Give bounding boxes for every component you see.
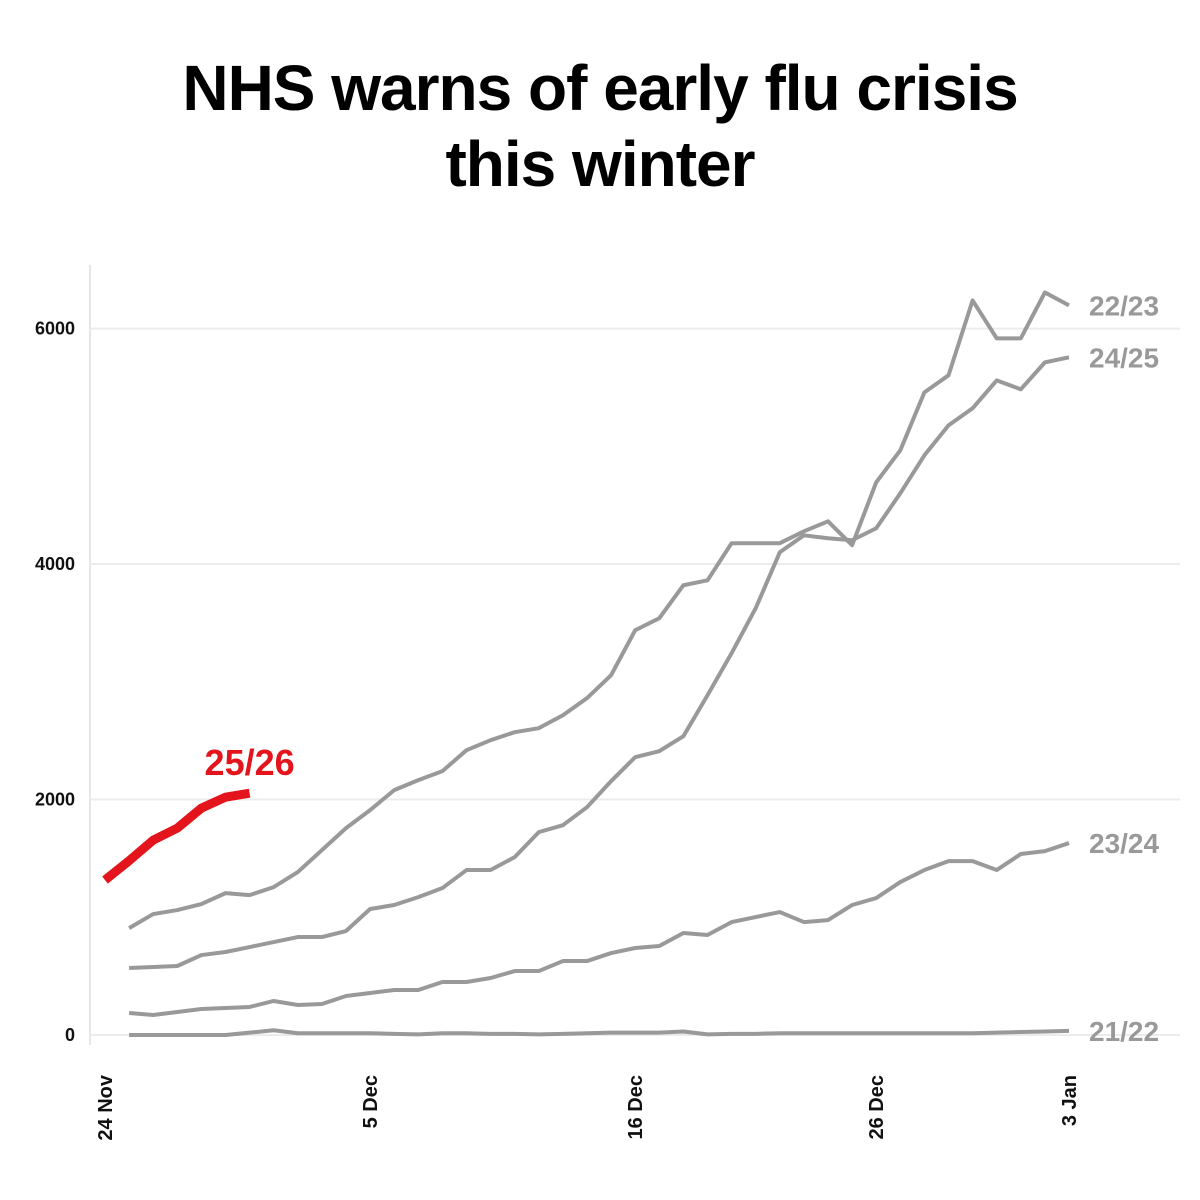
series-label: 23/24 bbox=[1089, 828, 1159, 859]
x-tick-label: 3 Jan bbox=[1059, 1075, 1081, 1126]
x-tick-label: 16 Dec bbox=[625, 1075, 647, 1140]
series-label: 24/25 bbox=[1089, 342, 1159, 373]
series-line bbox=[128, 290, 1070, 930]
chart-title: NHS warns of early flu crisis this winte… bbox=[182, 52, 1018, 200]
series-line bbox=[129, 1028, 1070, 1037]
x-tick-label: 5 Dec bbox=[360, 1075, 382, 1128]
y-tick-label: 4000 bbox=[35, 554, 75, 574]
series-line bbox=[102, 788, 251, 884]
x-tick-label: 24 Nov bbox=[95, 1074, 117, 1140]
y-tick-label: 6000 bbox=[35, 319, 75, 339]
series-label: 21/22 bbox=[1089, 1016, 1159, 1047]
series-line bbox=[129, 355, 1070, 970]
series-label: 22/23 bbox=[1089, 290, 1159, 321]
series-line bbox=[128, 841, 1070, 1017]
y-tick-label: 0 bbox=[65, 1025, 75, 1045]
series-label: 25/26 bbox=[205, 742, 295, 783]
y-tick-label: 2000 bbox=[35, 790, 75, 810]
x-tick-label: 26 Dec bbox=[866, 1075, 888, 1140]
